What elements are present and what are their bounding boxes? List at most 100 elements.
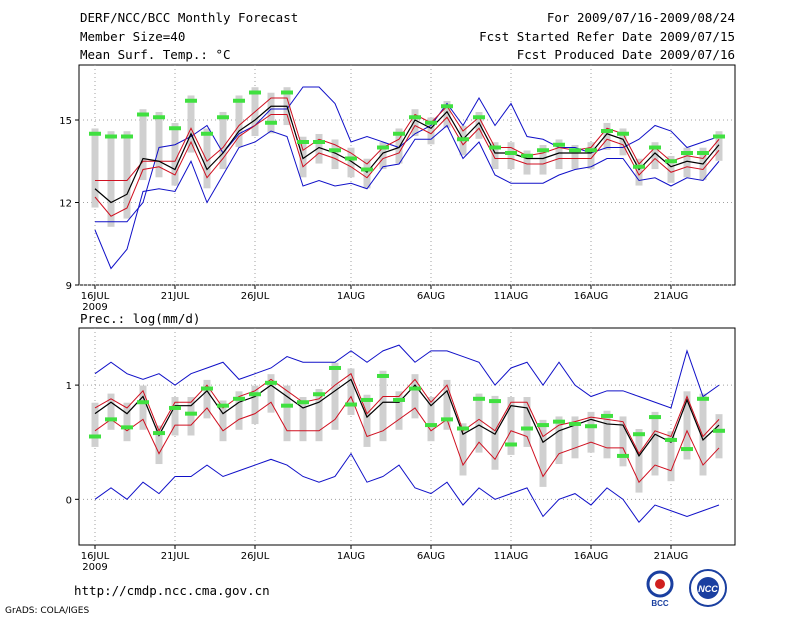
temp-observed-mark xyxy=(441,104,453,109)
temp-observed-mark xyxy=(521,153,533,158)
precip-xtick-label: 16AUG xyxy=(574,551,609,562)
precip-spread-box xyxy=(347,368,355,415)
temp-spread-box xyxy=(491,142,499,170)
forecast-produced: Fcst Produced Date 2009/07/16 xyxy=(516,47,735,62)
precip-spread-box xyxy=(587,411,595,453)
temp-spread-box xyxy=(683,147,691,178)
precip-observed-mark xyxy=(265,380,277,385)
temp-observed-mark xyxy=(249,90,261,95)
precip-max-line xyxy=(94,344,720,409)
precip-spread-box xyxy=(427,397,435,442)
precip-observed-mark xyxy=(489,399,501,404)
chart-title: DERF/NCC/BCC Monthly Forecast xyxy=(80,10,299,25)
temp-observed-mark xyxy=(601,129,613,133)
precip-spread-box xyxy=(635,429,643,493)
precip-year-label: 2009 xyxy=(82,562,107,573)
temp-lower-line xyxy=(94,114,720,217)
precip-observed-mark xyxy=(681,447,693,452)
precip-spread-box xyxy=(235,391,243,430)
temp-spread-box xyxy=(507,142,515,170)
temp-spread-box xyxy=(571,144,579,170)
precip-observed-mark xyxy=(153,431,165,436)
precip-observed-mark xyxy=(169,405,181,410)
precip-panel: 16JUL 21JUL 26JUL 1AUG 6AUG 11AUG 16AUG 21AUG 20… xyxy=(66,327,736,573)
temp-observed-mark xyxy=(425,120,437,125)
temp-xtick-label: 1AUG xyxy=(337,291,365,302)
temp-mean-line xyxy=(94,105,720,204)
precip-observed-mark xyxy=(585,424,597,429)
precip-observed-mark xyxy=(201,386,213,391)
precip-spread-box xyxy=(571,416,579,459)
precip-min-line xyxy=(94,452,720,523)
precip-xtick-label: 21AUG xyxy=(654,551,689,562)
temp-observed-mark xyxy=(569,148,581,153)
precip-lower-line xyxy=(94,395,720,484)
temp-spread-box xyxy=(315,133,323,164)
precip-observed-mark xyxy=(617,453,629,458)
temp-observed-mark xyxy=(121,134,133,139)
temp-spread-box xyxy=(475,111,483,139)
precip-observed-mark xyxy=(249,392,261,397)
precip-ytick-label: 0 xyxy=(66,495,72,506)
temp-spread-box xyxy=(379,142,387,170)
temp-spread-box xyxy=(219,111,227,170)
temp-spread-box xyxy=(523,150,531,175)
precip-spread-box xyxy=(459,423,467,476)
precip-spread-box xyxy=(619,416,627,467)
temp-spread-box xyxy=(411,109,419,137)
precip-observed-mark xyxy=(425,423,437,428)
precip-xtick-label: 21JUL xyxy=(161,551,190,562)
temp-observed-mark xyxy=(313,140,325,144)
precip-spread-box xyxy=(139,385,147,430)
temp-spread-box xyxy=(587,142,595,170)
precip-xtick-label: 16JUL xyxy=(81,551,110,562)
temp-observed-mark xyxy=(217,115,229,120)
precip-spread-box xyxy=(555,416,563,465)
bcc-logo: BCC xyxy=(646,570,674,608)
forecast-started: Fcst Started Refer Date 2009/07/15 xyxy=(479,29,735,44)
temp-ytick-label: 15 xyxy=(59,116,72,127)
precip-spread-box xyxy=(171,397,179,436)
temp-spread-box xyxy=(171,122,179,186)
precip-observed-mark xyxy=(89,434,101,439)
temp-observed-mark xyxy=(201,131,213,136)
temp-ytick-label: 9 xyxy=(66,281,72,292)
temp-spread-box xyxy=(139,109,147,181)
temp-year-label: 2009 xyxy=(82,302,107,313)
precip-observed-mark xyxy=(537,423,549,428)
footer-url[interactable]: http://cmdp.ncc.cma.gov.cn xyxy=(74,583,270,598)
temp-spread-box xyxy=(427,117,435,145)
temp-observed-mark xyxy=(537,148,549,153)
precip-spread-box xyxy=(155,425,163,465)
precip-spread-box xyxy=(219,400,227,442)
temp-spread-box xyxy=(203,128,211,189)
precip-observed-mark xyxy=(185,411,197,416)
logos: BCC NCC xyxy=(646,569,727,608)
temp-spread-box xyxy=(667,155,675,183)
temp-observed-mark xyxy=(553,142,565,147)
temp-xtick-label: 26JUL xyxy=(241,291,270,302)
precip-spread-box xyxy=(395,391,403,430)
temp-observed-mark xyxy=(297,140,309,144)
temp-observed-mark xyxy=(169,126,181,131)
temp-spread-box xyxy=(187,95,195,153)
temp-observed-mark xyxy=(185,98,197,103)
precip-spread-box xyxy=(379,370,387,442)
temp-observed-mark xyxy=(633,164,645,169)
precip-spread-box xyxy=(363,394,371,447)
grads-credit: GrADS: COLA/IGES xyxy=(5,606,90,616)
precip-observed-mark xyxy=(441,417,453,422)
precip-spread-box xyxy=(107,393,115,430)
temp-spread-box xyxy=(107,131,115,227)
temp-observed-mark xyxy=(649,145,661,150)
temp-observed-mark xyxy=(457,137,469,142)
precip-spread-box xyxy=(267,374,275,413)
precip-observed-mark xyxy=(233,396,245,401)
temp-observed-mark xyxy=(233,98,245,103)
precip-frame xyxy=(78,327,736,546)
temp-xtick-label: 11AUG xyxy=(494,291,529,302)
precip-observed-mark xyxy=(633,432,645,437)
temp-upper-line xyxy=(95,97,720,181)
precip-observed-mark xyxy=(281,403,293,408)
temp-observed-mark xyxy=(137,112,149,117)
